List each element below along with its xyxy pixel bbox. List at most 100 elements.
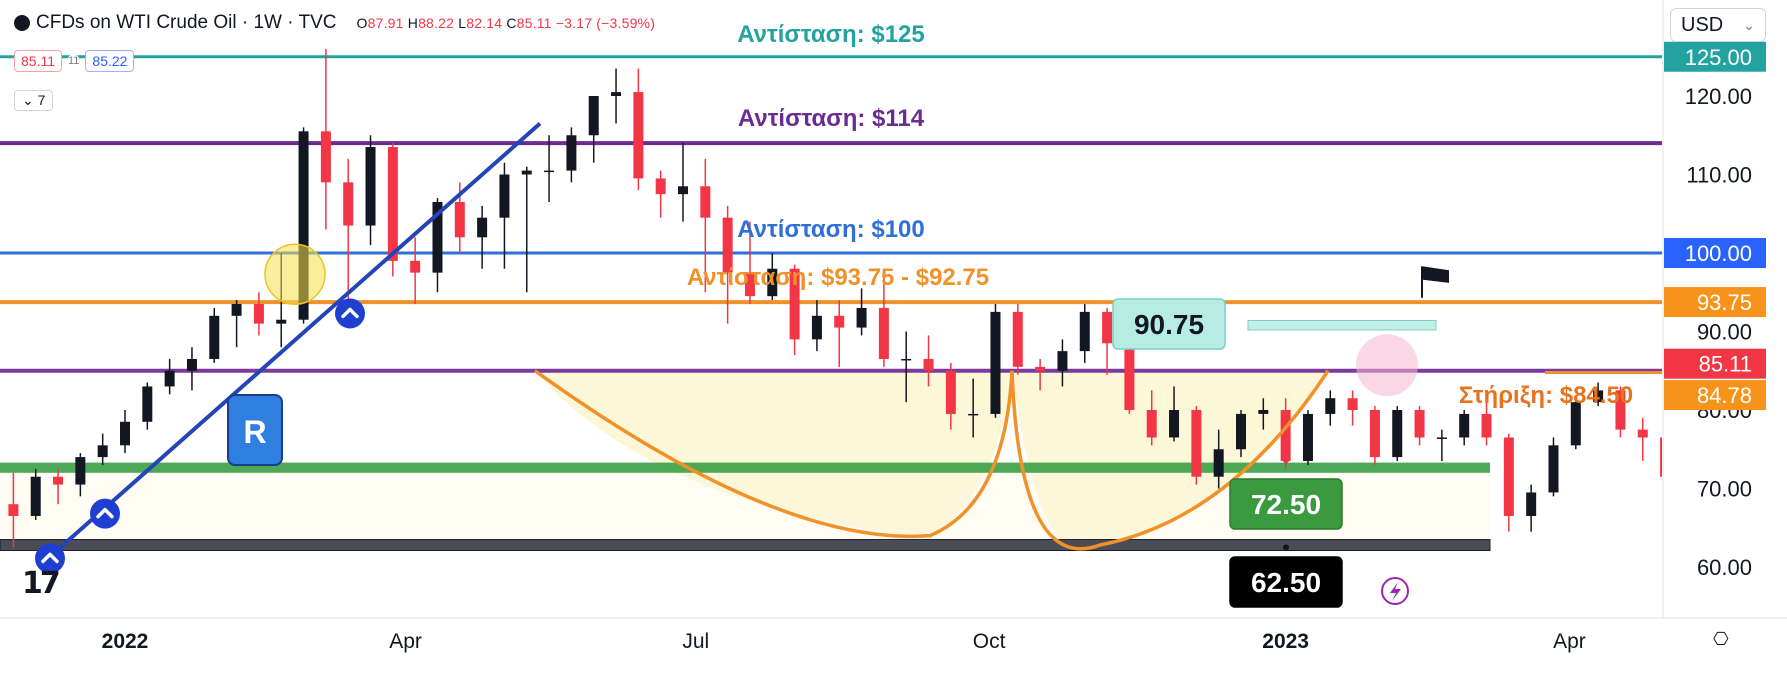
candle-body [1169,410,1180,438]
x-tick-label: Jul [682,630,709,653]
level-label-100: Αντίσταση: $100 [737,216,925,243]
candle-body [722,217,733,273]
handle-fill [1012,370,1328,551]
badge-current-box [1664,348,1766,379]
level-label-93: Αντίσταση: $93.75 - $92.75 [687,264,989,291]
candle-body [1637,429,1648,438]
candle-body [320,131,331,183]
zone-label-72-box [1229,478,1343,530]
badge-current-text: 85.11 [1699,352,1752,377]
chevron-down-icon: ⌄ [22,92,34,108]
candle-body [186,358,197,371]
candle-body [30,476,41,516]
candle-body [1012,311,1023,367]
symbol-title[interactable]: CFDs on WTI Crude Oil · 1W · TVC [36,12,337,33]
candle-body [767,268,778,297]
indicators-toggle[interactable]: ⌄ 7 [14,90,54,111]
arrow-up-icon [90,498,120,529]
candle-body [97,445,108,458]
arrow-up-circle [35,543,65,574]
badge-100-text: 100.00 [1685,241,1752,266]
candle-body [1548,445,1559,493]
zone-label-72: 72.50 [1229,478,1343,530]
candle-body [945,370,956,414]
candle-body [387,147,398,261]
zone-support-62 [0,539,1491,552]
candle-body [343,182,354,226]
arrow-up-icon [335,298,365,329]
candle-body [1258,410,1269,414]
candle-body [633,92,644,179]
zone-label-62-box [1229,556,1343,608]
candle-body [1481,413,1492,438]
candle-body [1682,477,1692,489]
candle-body [1459,413,1470,438]
candle-body [164,370,175,387]
arrow-up-circle [90,498,120,529]
candle-body [1660,437,1662,477]
candle-body [410,260,421,273]
candle-body [8,504,19,516]
y-tick-label: 120.00 [1685,84,1752,109]
r-marker-label: R [243,414,266,450]
candle-body [901,358,912,361]
x-tick-label: Oct [973,630,1006,653]
candle-body [923,358,934,371]
level-label-125: Αντίσταση: $125 [737,21,925,48]
level-label-84: Στήριξη: $84.50 [1459,382,1633,409]
candle-body [1102,311,1113,344]
zone-support-72 [0,462,1490,473]
buy-price-button[interactable]: 85.22 [85,50,135,72]
candle-body [1392,410,1403,458]
candle-body [499,174,510,218]
cup-fill [535,370,1012,539]
candle-body [1079,311,1090,352]
handle-curve [1010,369,1330,551]
candle-body [75,457,86,485]
candle-body [1570,402,1581,446]
highlight-circle [1356,334,1418,397]
candle-body [856,307,867,328]
chevron-up-icon [41,552,59,564]
r-marker-box [227,394,283,466]
candle-body [1369,410,1380,458]
candle-body [1124,343,1135,410]
r-marker: R [227,394,283,466]
lightning-bolt [1390,582,1401,601]
candle-body [1236,413,1246,450]
resistance-band-90 [1247,320,1437,331]
candle-body [700,186,711,218]
zone-label-62-text: 62.50 [1251,567,1321,598]
trendline [38,121,542,567]
candle-body [1280,410,1291,462]
candle-body [521,170,532,175]
candle-body [1414,410,1425,438]
lightning-circle [1381,577,1409,605]
candle-body [231,304,242,316]
annotation-90: 90.75 [1112,298,1226,350]
level-label-114: Αντίσταση: $114 [738,105,925,132]
candle-body [1615,390,1626,430]
candle-body [588,96,599,136]
symbol-logo-icon [14,15,30,31]
candle-body [1503,437,1514,516]
candle-body [878,307,889,359]
badge-84-box [1664,380,1766,411]
sell-price-button[interactable]: 85.11 [14,50,62,72]
candle-body [544,170,555,173]
lightning-icon [1381,577,1409,605]
candle-body [298,131,309,320]
x-tick-label: 2022 [102,630,149,653]
candle-body [1191,410,1202,477]
chart-header: CFDs on WTI Crude Oil · 1W · TVC O87.91 … [14,10,655,36]
candle-body [432,201,443,273]
candle-body [678,186,688,195]
currency-select[interactable]: USD ⌄ [1670,8,1766,42]
badge-93-box [1664,287,1766,318]
badge-125-text: 125.00 [1685,45,1752,70]
chart-settings-icon[interactable]: ⎔ [1713,629,1729,649]
flag-icon [1423,266,1449,283]
candle-body [611,92,622,96]
indicators-count: 7 [37,92,46,108]
